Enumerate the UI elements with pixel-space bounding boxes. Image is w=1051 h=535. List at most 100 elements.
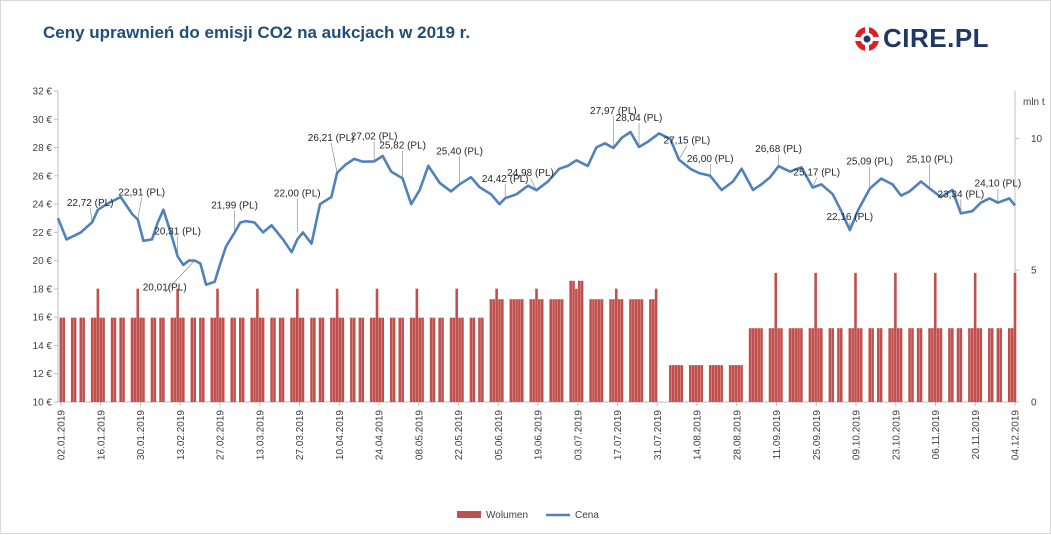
x-tick-label: 17.07.2019 — [613, 410, 624, 460]
volume-bar — [868, 328, 872, 402]
volume-bar — [597, 299, 601, 402]
volume-bar — [438, 317, 441, 402]
annotation-label: 24,42 (PL) — [482, 174, 529, 185]
y-left-tick-label: 18 € — [33, 284, 53, 295]
volume-bar — [973, 272, 977, 402]
annotation-label: 28,04 (PL) — [616, 113, 663, 124]
volume-bar — [96, 288, 100, 402]
volume-bar — [931, 328, 934, 402]
volume-bar — [512, 299, 516, 402]
volume-bar — [142, 317, 145, 402]
volume-bar — [899, 328, 903, 402]
volume-bar — [595, 299, 598, 402]
volume-bar — [728, 365, 732, 402]
volume-bar — [817, 328, 820, 402]
volume-bar — [996, 328, 1000, 402]
volume-bar — [119, 317, 122, 402]
volume-bar — [649, 299, 652, 402]
volume-bar — [612, 299, 615, 402]
volume-bar — [256, 288, 259, 402]
legend-label-volume: Wolumen — [486, 510, 528, 521]
volume-bar — [791, 328, 795, 402]
y-right-tick-label: 5 — [1031, 266, 1037, 277]
volume-bar — [988, 328, 991, 402]
annotation-label: 23,34 (PL) — [938, 189, 985, 200]
y-left-tick-label: 10 € — [33, 398, 53, 409]
annotation-label: 26,21 (PL) — [308, 133, 355, 144]
volume-bar — [398, 317, 402, 402]
volume-bar — [737, 365, 741, 402]
volume-bar — [219, 317, 222, 402]
volume-bar — [62, 317, 65, 402]
volume-bar — [338, 317, 342, 402]
annotation-label: 25,17 (PL) — [793, 168, 840, 179]
volume-bar — [90, 317, 94, 402]
volume-bar — [392, 317, 396, 402]
volume-bar — [350, 317, 353, 402]
annotation-label: 25,40 (PL) — [436, 146, 483, 157]
volume-bar — [689, 365, 692, 402]
volume-bar — [193, 317, 197, 402]
volume-bar — [93, 317, 97, 402]
volume-bar — [298, 317, 302, 402]
y-right-tick-label: 0 — [1031, 398, 1037, 409]
x-tick-label: 22.05.2019 — [454, 410, 465, 460]
volume-bar — [409, 317, 413, 402]
logo-text: CIRE.PL — [883, 23, 990, 53]
volume-bar — [800, 328, 803, 402]
y-left-tick-label: 22 € — [33, 228, 53, 239]
volume-bar — [609, 299, 612, 402]
annotation-leader — [678, 145, 688, 160]
volume-bar — [341, 317, 345, 402]
volume-bar — [458, 317, 461, 402]
volume-bar — [210, 317, 214, 402]
volume-bar — [221, 317, 225, 402]
annotation-label: 20,01(PL) — [143, 282, 187, 293]
volume-bar — [894, 272, 897, 402]
y-left-tick-label: 24 € — [33, 200, 53, 211]
x-tick-label: 24.04.2019 — [375, 410, 386, 460]
volume-bar — [258, 317, 262, 402]
volume-bar — [797, 328, 800, 402]
volume-bar — [293, 317, 296, 402]
y-left-tick-label: 14 € — [33, 341, 53, 352]
volume-bar — [837, 328, 840, 402]
volume-bar — [281, 317, 285, 402]
volume-bar — [230, 317, 234, 402]
volume-bar — [708, 365, 712, 402]
volume-bar — [290, 317, 293, 402]
volume-bar — [495, 288, 498, 402]
volume-bar — [580, 280, 584, 402]
volume-bar — [939, 328, 943, 402]
volume-bar — [110, 317, 114, 402]
volume-bar — [501, 299, 504, 402]
volume-bars — [59, 272, 1017, 402]
x-tick-label: 20.11.2019 — [971, 410, 982, 460]
price-line-layer — [56, 130, 1017, 287]
volume-bar — [740, 365, 743, 402]
volume-bar — [916, 328, 920, 402]
volume-bar — [780, 328, 783, 402]
y-right-axis-label: mln t — [1023, 97, 1045, 108]
volume-bar — [592, 299, 595, 402]
x-tick-label: 03.07.2019 — [573, 410, 584, 460]
volume-bar — [888, 328, 891, 402]
x-tick-label: 08.05.2019 — [414, 410, 425, 460]
annotation-label: 22,72 (PL) — [67, 198, 114, 209]
x-tick-label: 11.09.2019 — [772, 410, 783, 460]
volume-bar — [674, 365, 678, 402]
volume-bar — [569, 280, 572, 402]
volume-bar — [754, 328, 758, 402]
volume-bar — [999, 328, 1003, 402]
volume-bar — [489, 299, 493, 402]
volume-bar — [472, 317, 476, 402]
volume-bar — [378, 317, 382, 402]
annotation-leader — [164, 260, 195, 293]
volume-bar — [777, 328, 780, 402]
annotation-label: 20,31 (PL) — [154, 226, 201, 237]
volume-bar — [700, 365, 703, 402]
volume-bar — [372, 317, 376, 402]
annotation-label: 27,15 (PL) — [664, 136, 711, 147]
x-tick-label: 14.08.2019 — [693, 410, 704, 460]
